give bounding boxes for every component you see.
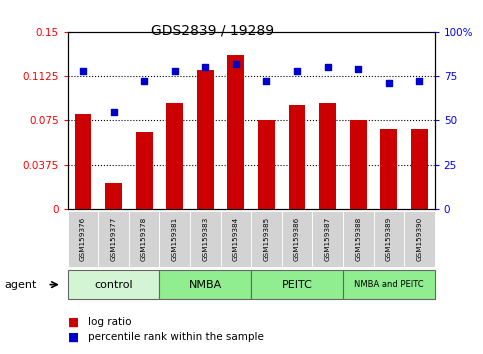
Text: GSM159381: GSM159381 — [171, 217, 178, 261]
Bar — [105, 183, 122, 209]
Point — [110, 109, 117, 114]
Text: agent: agent — [5, 280, 37, 290]
Point — [293, 68, 301, 74]
Bar — [381, 129, 397, 209]
Text: GSM159389: GSM159389 — [386, 217, 392, 261]
Text: GSM159388: GSM159388 — [355, 217, 361, 261]
Text: GSM159377: GSM159377 — [111, 217, 116, 261]
Point — [79, 68, 87, 74]
Bar — [289, 105, 305, 209]
Point — [324, 64, 331, 70]
Text: PEITC: PEITC — [282, 280, 313, 290]
Text: log ratio: log ratio — [88, 317, 131, 327]
Bar — [411, 129, 428, 209]
Text: GSM159386: GSM159386 — [294, 217, 300, 261]
Text: GSM159383: GSM159383 — [202, 217, 208, 261]
Text: GSM159376: GSM159376 — [80, 217, 86, 261]
Point — [355, 66, 362, 72]
Bar — [227, 56, 244, 209]
Text: NMBA: NMBA — [189, 280, 222, 290]
Text: GSM159387: GSM159387 — [325, 217, 331, 261]
Bar — [136, 132, 153, 209]
Text: GSM159378: GSM159378 — [141, 217, 147, 261]
Point — [201, 64, 209, 70]
Bar — [74, 114, 91, 209]
Point — [385, 80, 393, 86]
Text: ■: ■ — [68, 316, 79, 329]
Bar — [258, 120, 275, 209]
Point — [263, 79, 270, 84]
Point — [171, 68, 179, 74]
Text: GSM159384: GSM159384 — [233, 217, 239, 261]
Point — [415, 79, 423, 84]
Text: percentile rank within the sample: percentile rank within the sample — [88, 332, 264, 342]
Text: NMBA and PEITC: NMBA and PEITC — [354, 280, 424, 289]
Text: GDS2839 / 19289: GDS2839 / 19289 — [151, 23, 274, 37]
Bar — [166, 103, 183, 209]
Text: ■: ■ — [68, 331, 79, 343]
Bar — [319, 103, 336, 209]
Text: GSM159390: GSM159390 — [416, 217, 423, 261]
Text: control: control — [94, 280, 133, 290]
Point — [140, 79, 148, 84]
Bar — [350, 120, 367, 209]
Bar — [197, 70, 213, 209]
Point — [232, 61, 240, 67]
Text: GSM159385: GSM159385 — [263, 217, 270, 261]
